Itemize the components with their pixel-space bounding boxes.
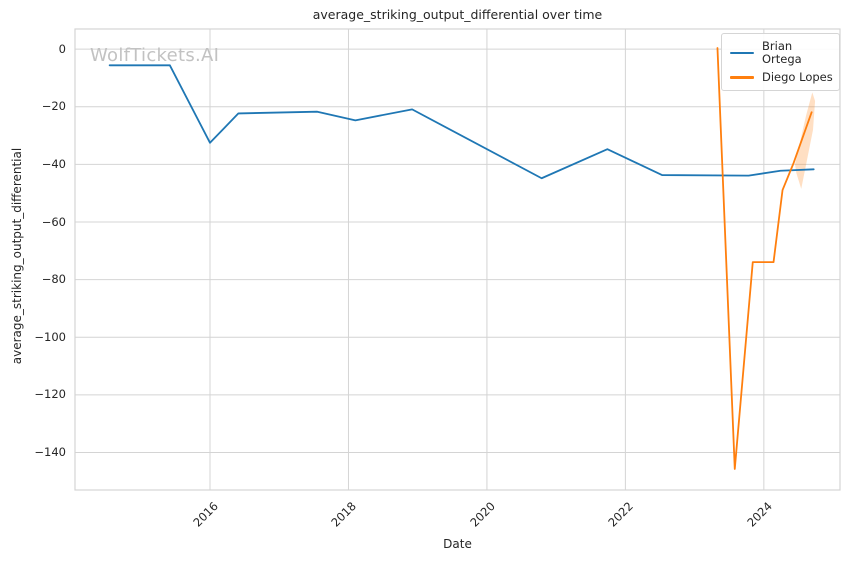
y-tick-label: −100: [34, 329, 66, 344]
y-tick-label: −140: [34, 445, 66, 460]
y-axis-label: average_striking_output_differential: [10, 147, 24, 365]
y-tick-label: −80: [41, 272, 66, 287]
x-axis-label: Date: [443, 537, 472, 551]
y-tick-label: 0: [58, 41, 66, 56]
legend-line-swatch-blue: [730, 51, 754, 55]
y-tick-label: −120: [34, 387, 66, 402]
y-tick-label: −60: [41, 214, 66, 229]
y-tick-label: −40: [41, 156, 66, 171]
series-line: [108, 64, 815, 180]
legend: Brian Ortega Diego Lopes: [721, 33, 840, 91]
legend-item-brian-ortega: Brian Ortega: [730, 40, 833, 66]
legend-item-diego-lopes: Diego Lopes: [730, 71, 833, 84]
chart-title: average_striking_output_differential ove…: [312, 7, 603, 22]
watermark: WolfTickets.AI: [90, 45, 220, 66]
series-line: [716, 47, 813, 470]
legend-label: Brian Ortega: [762, 39, 802, 66]
plot-border: [74, 28, 841, 491]
legend-label: Diego Lopes: [762, 70, 833, 84]
y-tick-label: −20: [41, 99, 66, 114]
legend-line-swatch-orange: [730, 76, 754, 79]
